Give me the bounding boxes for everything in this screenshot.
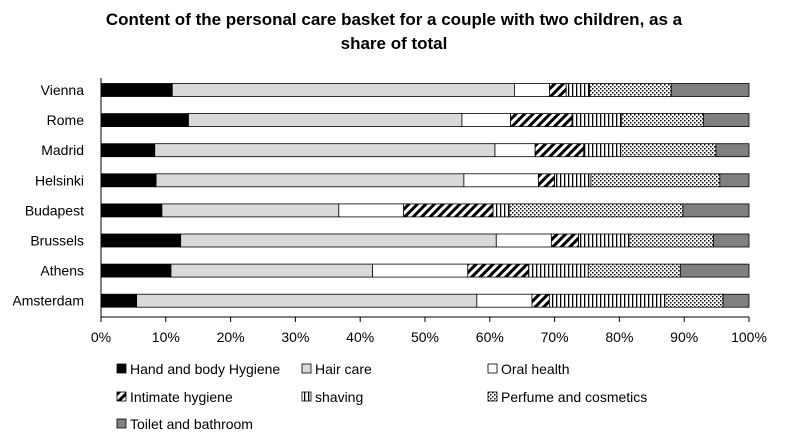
x-tick-label: 20%	[217, 329, 245, 345]
category-label-vienna: Vienna	[41, 82, 85, 98]
bar-madrid-shaving	[583, 143, 622, 158]
bar-athens-hand-and-body-hygiene	[100, 263, 172, 278]
bar-madrid-intimate-hygiene	[534, 143, 585, 158]
bar-vienna-hair-care	[171, 83, 515, 97]
bar-budapest-hair-care	[161, 203, 340, 218]
bar-budapest-oral-health	[338, 203, 405, 218]
bar-helsinki-oral-health	[463, 173, 539, 188]
bar-amsterdam-toilet-and-bathroom	[722, 293, 750, 308]
chart-title: Content of the personal care basket for …	[0, 8, 788, 56]
category-label-rome: Rome	[47, 112, 85, 128]
bar-helsinki-perfume-and-cosmetics	[590, 173, 721, 188]
category-label-amsterdam: Amsterdam	[12, 293, 84, 309]
axis-layer: Vienna Rome Madrid Helsinki Budapest Brussels…	[12, 78, 767, 345]
x-tick-label: 80%	[605, 329, 633, 345]
bar-budapest-shaving	[492, 203, 510, 218]
bar-vienna-perfume-and-cosmetics	[589, 83, 672, 97]
bar-athens-toilet-and-bathroom	[679, 263, 750, 278]
legend-swatch-oral-health	[487, 363, 498, 374]
bar-brussels-oral-health	[495, 233, 552, 248]
bar-rome-perfume-and-cosmetics	[620, 113, 705, 127]
legend-label-toilet-and-bathroom: Toilet and bathroom	[130, 416, 253, 432]
legend-swatch-toilet-and-bathroom	[116, 418, 127, 429]
category-label-athens: Athens	[40, 263, 84, 279]
bar-vienna-toilet-and-bathroom	[670, 83, 750, 97]
x-tick-label: 100%	[731, 329, 767, 345]
bar-amsterdam-perfume-and-cosmetics	[664, 293, 724, 308]
x-tick-label: 70%	[541, 329, 569, 345]
bar-madrid-oral-health	[494, 143, 536, 158]
bar-athens-shaving	[528, 263, 589, 278]
chart-title-line-2: share of total	[340, 34, 448, 53]
category-label-helsinki: Helsinki	[35, 172, 84, 188]
legend-label-intimate-hygiene: Intimate hygiene	[130, 389, 233, 405]
chart-title-line-1: Content of the personal care basket for …	[105, 10, 683, 29]
bar-vienna-intimate-hygiene	[549, 83, 567, 97]
legend-label-oral-health: Oral health	[501, 361, 569, 377]
bar-rome-toilet-and-bathroom	[703, 113, 750, 127]
bar-vienna-shaving	[565, 83, 590, 97]
bar-budapest-hand-and-body-hygiene	[100, 203, 163, 218]
category-label-brussels: Brussels	[30, 233, 84, 249]
bar-brussels-intimate-hygiene	[550, 233, 579, 248]
bar-budapest-toilet-and-bathroom	[682, 203, 750, 218]
bar-helsinki-shaving	[554, 173, 592, 188]
legend-swatch-hair-care	[301, 363, 312, 374]
bar-athens-hair-care	[170, 263, 373, 278]
legend-label-shaving: shaving	[315, 389, 363, 405]
bar-athens-perfume-and-cosmetics	[587, 263, 681, 278]
bar-amsterdam-hair-care	[136, 293, 478, 308]
bar-helsinki-intimate-hygiene	[538, 173, 556, 188]
bar-rome-hair-care	[188, 113, 463, 127]
bar-rome-shaving	[571, 113, 622, 127]
bar-amsterdam-oral-health	[476, 293, 533, 308]
bar-athens-intimate-hygiene	[467, 263, 530, 278]
bar-brussels-perfume-and-cosmetics	[628, 233, 714, 248]
bar-madrid-toilet-and-bathroom	[715, 143, 750, 158]
bar-amsterdam-shaving	[549, 293, 666, 308]
bar-rome-hand-and-body-hygiene	[100, 113, 189, 127]
bar-vienna-oral-health	[514, 83, 550, 97]
bar-budapest-intimate-hygiene	[403, 203, 494, 218]
legend-swatch-shaving	[301, 391, 312, 402]
legend-swatch-hand-and-body-hygiene	[116, 363, 127, 374]
x-tick-label: 60%	[476, 329, 504, 345]
x-tick-label: 50%	[411, 329, 439, 345]
legend-swatch-intimate-hygiene	[116, 391, 127, 402]
bar-helsinki-hand-and-body-hygiene	[100, 173, 157, 188]
bar-helsinki-toilet-and-bathroom	[719, 173, 750, 188]
x-tick-label: 40%	[346, 329, 374, 345]
bar-brussels-toilet-and-bathroom	[712, 233, 750, 248]
bar-budapest-perfume-and-cosmetics	[508, 203, 684, 218]
x-tick-label: 10%	[152, 329, 180, 345]
legend-swatch-perfume-and-cosmetics	[487, 391, 498, 402]
legend-label-hand-and-body-hygiene: Hand and body Hygiene	[130, 361, 280, 377]
x-tick-label: 0%	[91, 329, 111, 345]
bar-madrid-hair-care	[154, 143, 496, 158]
x-tick-label: 90%	[670, 329, 698, 345]
bar-madrid-perfume-and-cosmetics	[620, 143, 717, 158]
x-tick-label: 30%	[281, 329, 309, 345]
bar-brussels-hair-care	[180, 233, 497, 248]
bar-athens-oral-health	[372, 263, 469, 278]
legend-label-perfume-and-cosmetics: Perfume and cosmetics	[501, 389, 647, 405]
bar-rome-intimate-hygiene	[510, 113, 573, 127]
bar-helsinki-hair-care	[155, 173, 465, 188]
bar-amsterdam-hand-and-body-hygiene	[100, 293, 138, 308]
bar-rome-oral-health	[461, 113, 511, 127]
legend-label-hair-care: Hair care	[315, 361, 372, 377]
bar-amsterdam-intimate-hygiene	[531, 293, 550, 308]
bar-brussels-hand-and-body-hygiene	[100, 233, 182, 248]
bar-madrid-hand-and-body-hygiene	[100, 143, 156, 158]
legend: Hand and body Hygiene Hair care Oral healt…	[116, 361, 647, 432]
category-label-budapest: Budapest	[25, 202, 84, 218]
category-label-madrid: Madrid	[41, 142, 84, 158]
bar-brussels-shaving	[578, 233, 630, 248]
bars-layer	[100, 83, 750, 308]
bar-vienna-hand-and-body-hygiene	[100, 83, 173, 97]
